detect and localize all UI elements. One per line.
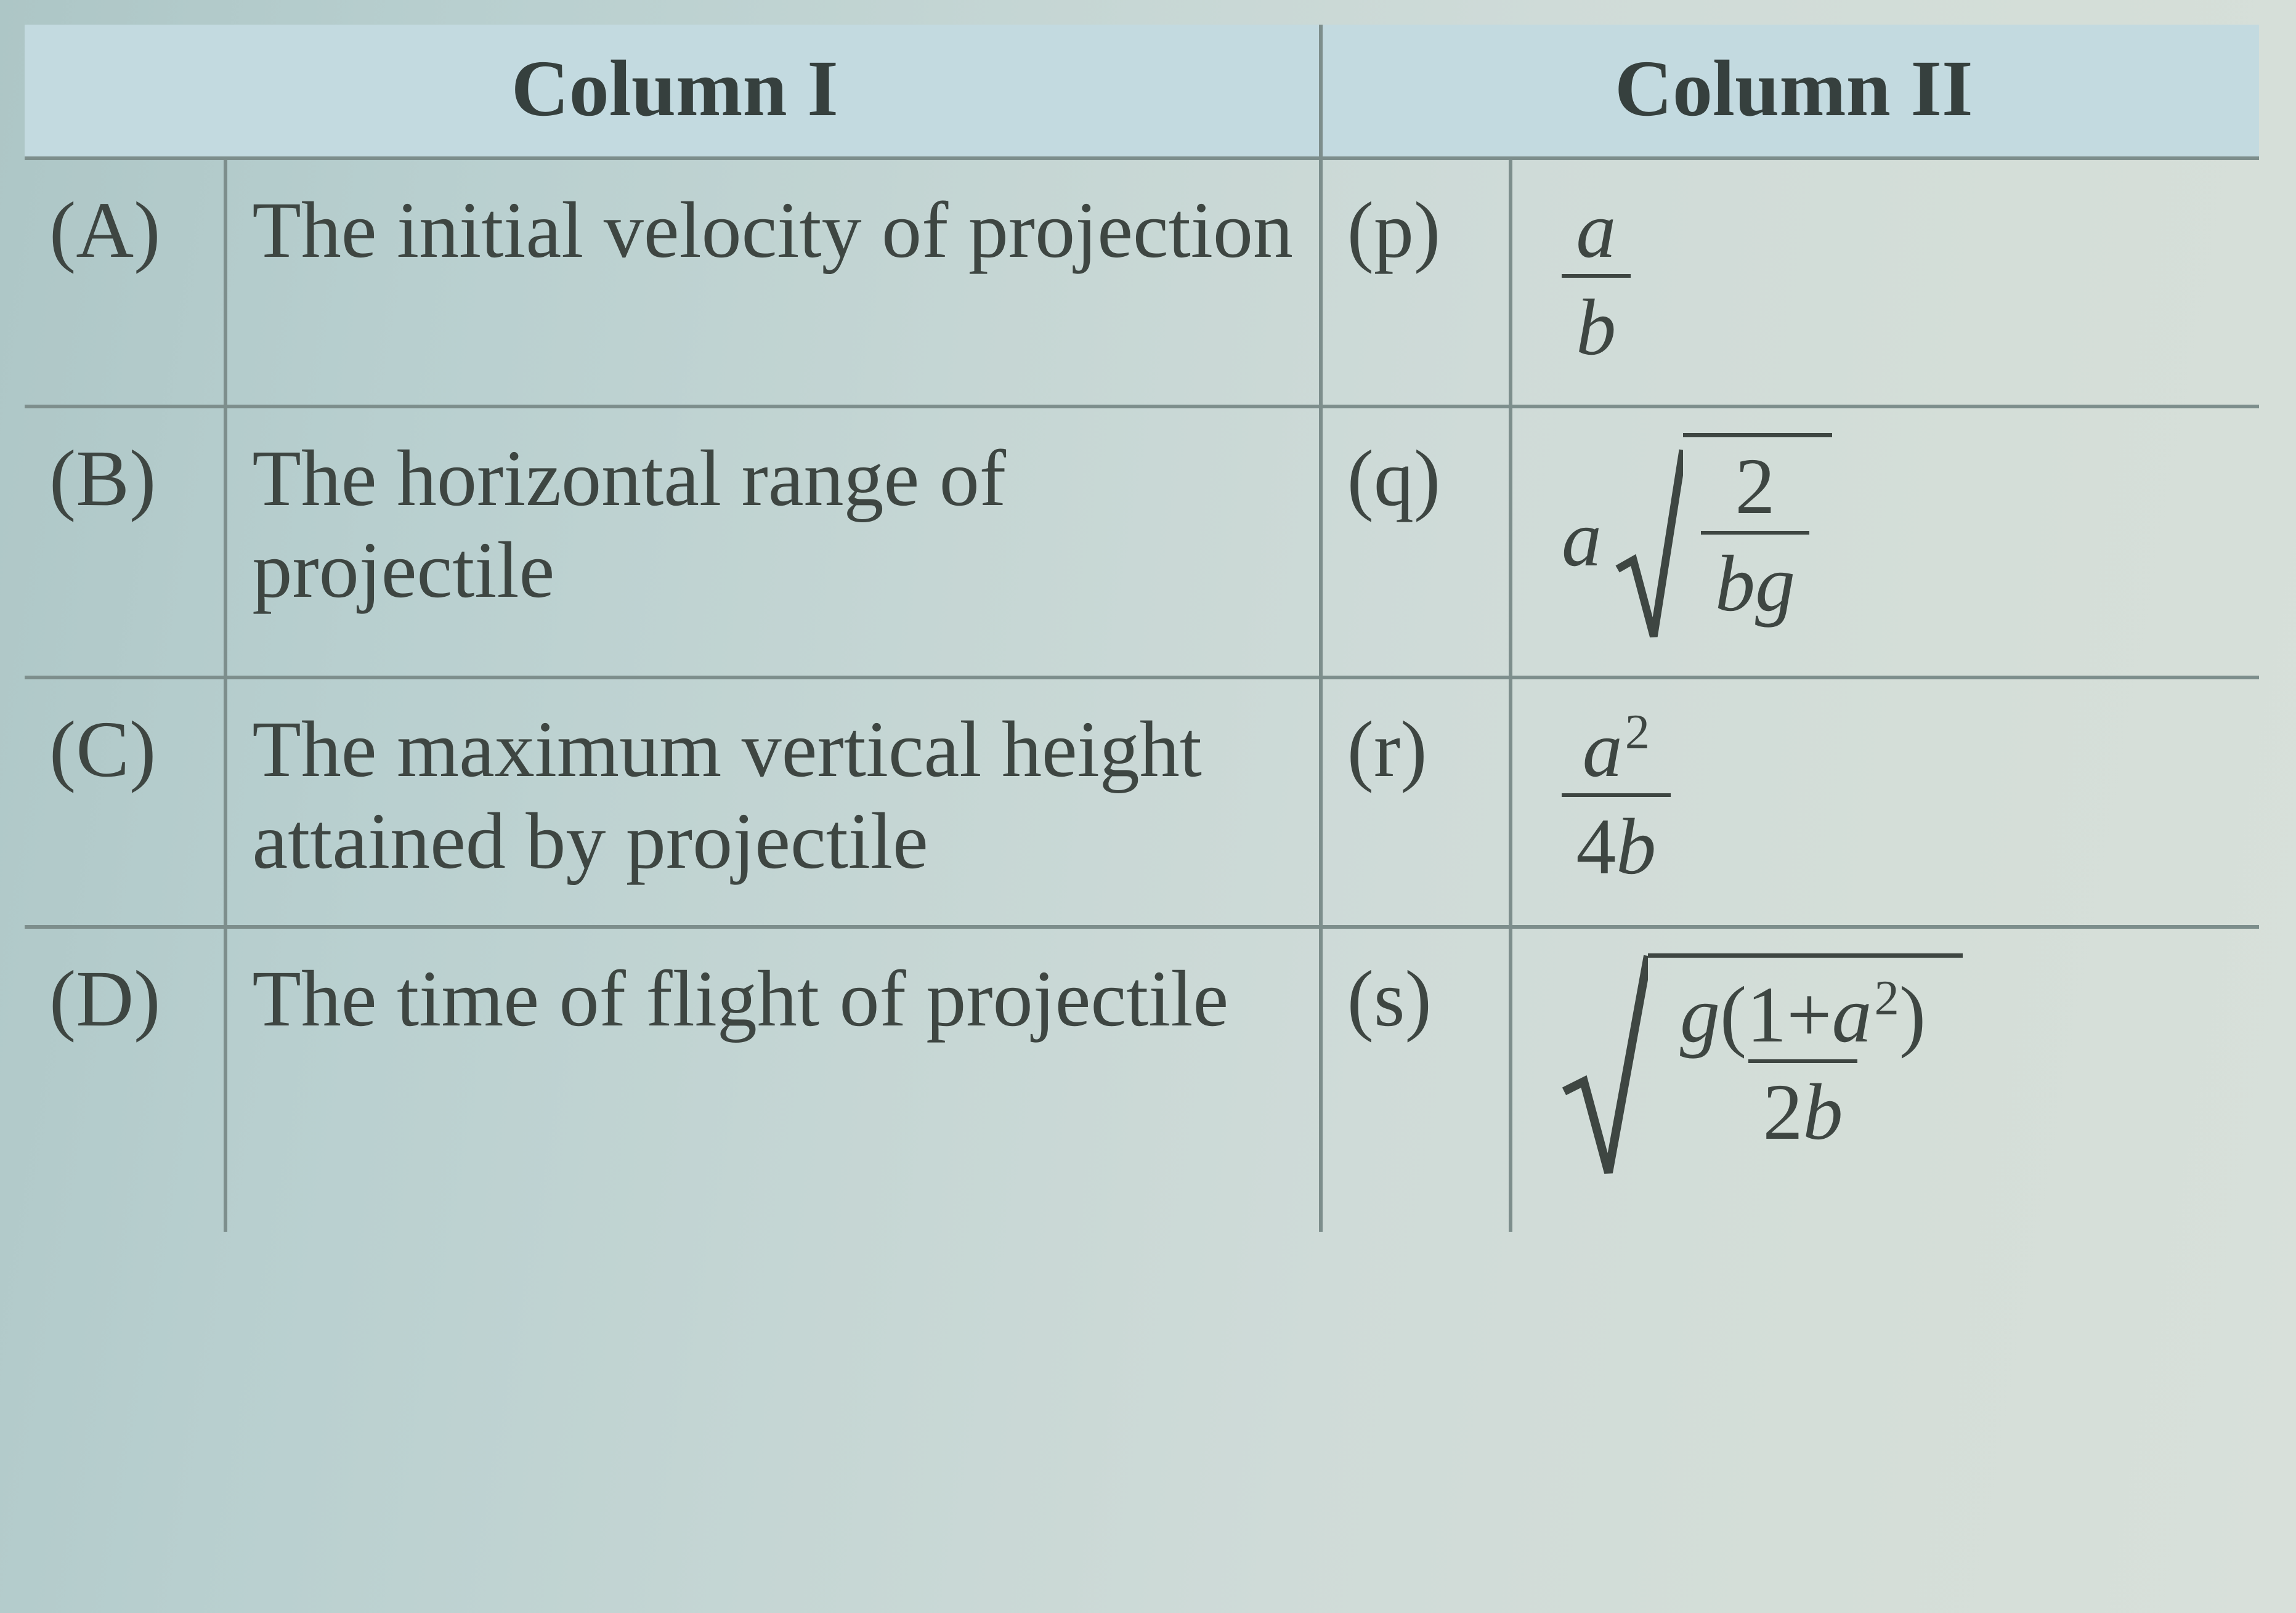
left-option-text: The time of flight of projectile xyxy=(225,927,1320,1232)
column-1-header: Column I xyxy=(25,25,1321,158)
math-expression: a2bg xyxy=(1562,433,1832,639)
right-option-letter: (p) xyxy=(1321,158,1511,406)
column-2-header: Column II xyxy=(1321,25,2259,158)
right-option-expression: a2bg xyxy=(1511,406,2259,677)
left-option-letter: (C) xyxy=(25,677,225,927)
match-table: Column I Column II (A) The initial veloc… xyxy=(25,25,2259,1232)
right-option-expression: a24b xyxy=(1511,677,2259,927)
left-option-letter: (D) xyxy=(25,927,225,1232)
left-option-text: The horizontal range of projectile xyxy=(225,406,1320,677)
right-option-letter: (r) xyxy=(1321,677,1511,927)
table-row: (A) The initial velocity of projection (… xyxy=(25,158,2259,406)
math-expression: ab xyxy=(1537,190,1631,368)
table-header-row: Column I Column II xyxy=(25,25,2259,158)
left-option-letter: (A) xyxy=(25,158,225,406)
page: Column I Column II (A) The initial veloc… xyxy=(0,0,2296,1613)
math-expression: a24b xyxy=(1537,709,1671,887)
right-option-letter: (s) xyxy=(1321,927,1511,1232)
right-option-expression: ab xyxy=(1511,158,2259,406)
right-option-letter: (q) xyxy=(1321,406,1511,677)
math-expression: g(1+a2)2b xyxy=(1562,953,1963,1175)
left-option-text: The maximum vertical height attained by … xyxy=(225,677,1320,927)
table-row: (D) The time of flight of projectile (s)… xyxy=(25,927,2259,1232)
left-option-letter: (B) xyxy=(25,406,225,677)
table-row: (B) The horizontal range of projectile (… xyxy=(25,406,2259,677)
left-option-text: The initial velocity of projection xyxy=(225,158,1320,406)
right-option-expression: g(1+a2)2b xyxy=(1511,927,2259,1232)
table-row: (C) The maximum vertical height attained… xyxy=(25,677,2259,927)
